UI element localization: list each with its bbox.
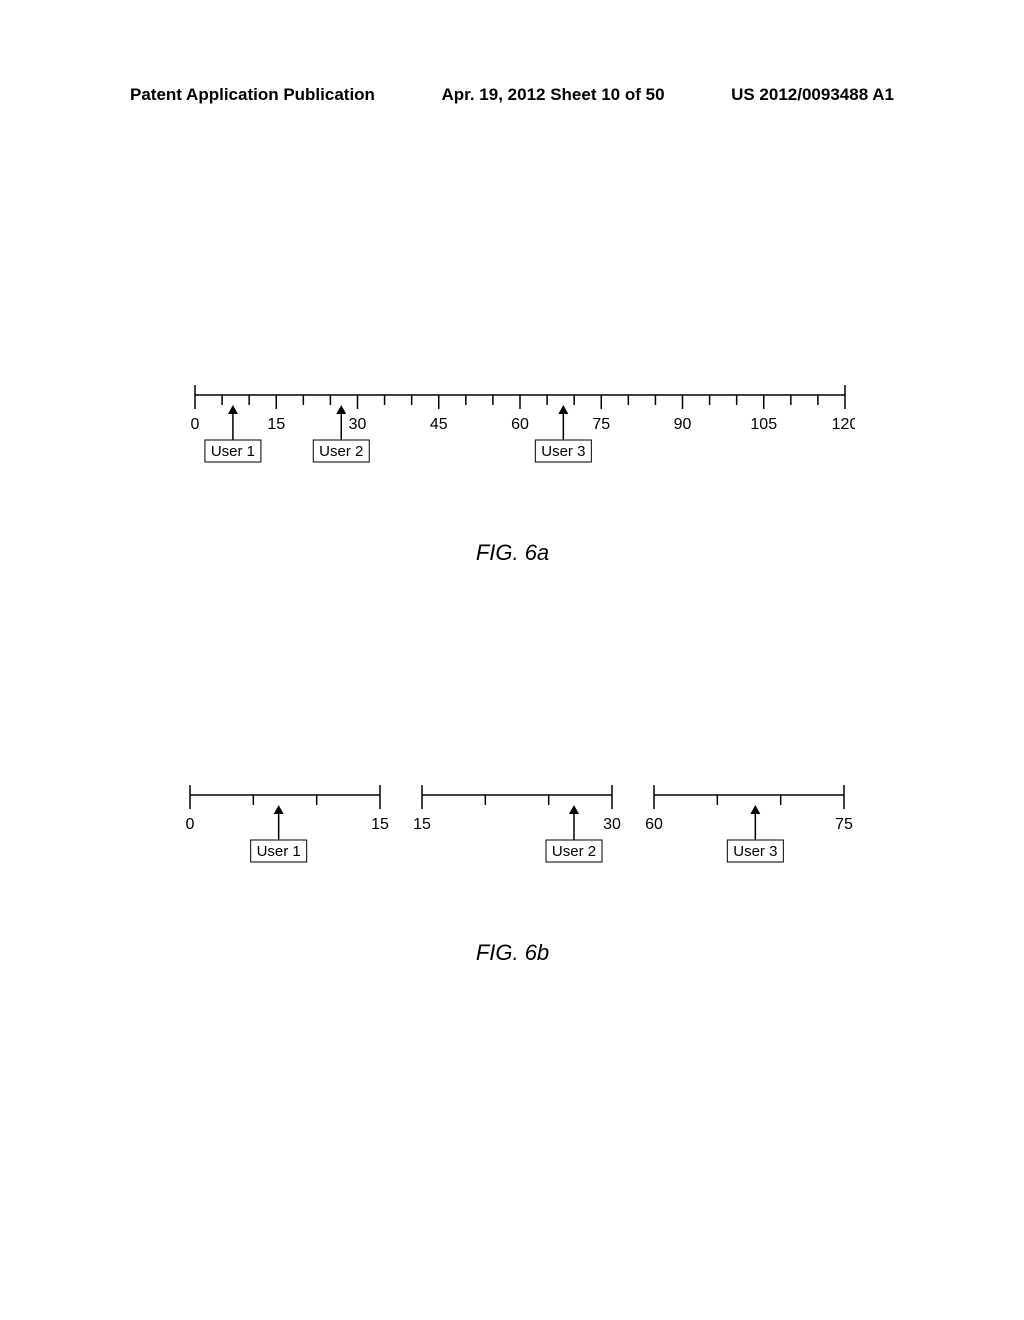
svg-text:User 2: User 2 — [552, 843, 596, 860]
svg-text:30: 30 — [603, 816, 621, 833]
svg-text:User 1: User 1 — [257, 843, 301, 860]
header-left: Patent Application Publication — [130, 85, 375, 105]
svg-text:105: 105 — [750, 416, 777, 433]
svg-text:75: 75 — [835, 816, 853, 833]
header-center: Apr. 19, 2012 Sheet 10 of 50 — [442, 85, 665, 105]
svg-text:45: 45 — [430, 416, 448, 433]
svg-text:30: 30 — [349, 416, 367, 433]
svg-text:90: 90 — [674, 416, 692, 433]
header-right: US 2012/0093488 A1 — [731, 85, 894, 105]
timeline-6a: 0 15 30 45 60 75 90 105 120 User 1 User 2 User 3 — [185, 370, 855, 490]
svg-text:75: 75 — [592, 416, 610, 433]
figure-6b: 015User 11530User 26075User 3 FIG. 6b — [185, 770, 840, 966]
svg-text:User 2: User 2 — [319, 443, 363, 460]
figure-6a: 0153045607590105120User 1User 2User 3 FI… — [185, 370, 840, 566]
timeline-6b: 0 15 User 1 15 30 User 2 60 75 User 3 — [185, 770, 855, 890]
figure-6a-label: FIG. 6a — [185, 540, 840, 566]
svg-text:User 3: User 3 — [541, 443, 585, 460]
page-header: Patent Application Publication Apr. 19, … — [0, 0, 1024, 105]
svg-text:15: 15 — [371, 816, 389, 833]
svg-text:User 1: User 1 — [211, 443, 255, 460]
svg-text:User 3: User 3 — [733, 843, 777, 860]
svg-text:15: 15 — [413, 816, 431, 833]
svg-text:0: 0 — [186, 816, 195, 833]
svg-text:60: 60 — [511, 416, 529, 433]
svg-text:0: 0 — [191, 416, 200, 433]
svg-text:60: 60 — [645, 816, 663, 833]
figure-6b-label: FIG. 6b — [185, 940, 840, 966]
svg-text:15: 15 — [267, 416, 285, 433]
svg-text:120: 120 — [832, 416, 855, 433]
